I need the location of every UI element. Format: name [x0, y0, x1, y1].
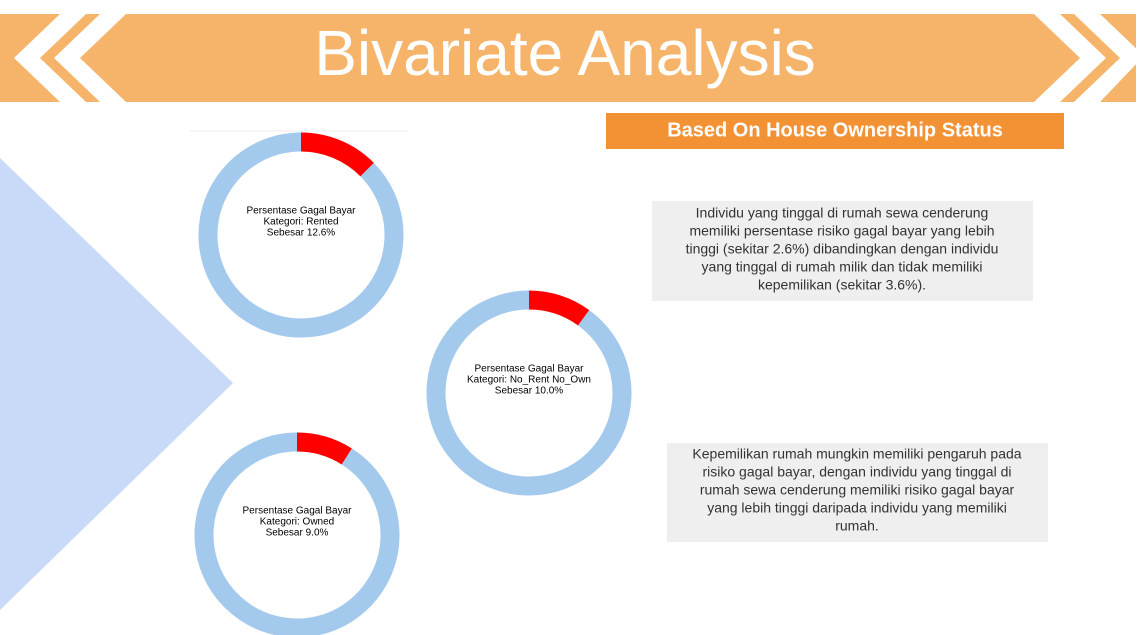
banner	[0, 14, 1136, 102]
decor-triangle	[0, 158, 233, 610]
note-text: memiliki persentase risiko gagal bayar y…	[689, 223, 994, 239]
subtitle: Based On House Ownership Status	[667, 119, 1003, 141]
center-label: Kategori: No_Rent No_Own	[467, 375, 591, 386]
donut-segment	[300, 132, 374, 177]
chevrons-right	[1034, 14, 1142, 102]
center-label: Persentase Gagal Bayar	[247, 206, 357, 217]
note-text: rumah.	[835, 518, 879, 534]
donut-segment	[528, 290, 590, 326]
donut-segment	[296, 432, 352, 465]
note-text: risiko gagal bayar, dengan individu yang…	[703, 464, 1012, 480]
donut-segment	[198, 132, 404, 338]
chevrons-left	[14, 14, 126, 102]
center-label: Sebesar 10.0%	[495, 386, 563, 397]
subtitle-box	[606, 113, 1064, 149]
note-box	[652, 201, 1033, 301]
center-label: Sebesar 12.6%	[267, 228, 335, 239]
donut-segment	[426, 290, 632, 496]
center-label: Kategori: Rented	[263, 217, 338, 228]
center-label: Sebesar 9.0%	[266, 528, 329, 539]
note-text: yang tinggal di rumah milik dan tidak me…	[702, 259, 983, 275]
center-label: Persentase Gagal Bayar	[475, 364, 585, 375]
title: Bivariate Analysis	[314, 17, 816, 89]
donut-segment	[194, 432, 400, 635]
center-label: Persentase Gagal Bayar	[243, 506, 353, 517]
note-text: tinggi (sekitar 2.6%) dibandingkan denga…	[686, 241, 999, 257]
center-label: Kategori: Owned	[260, 517, 335, 528]
note-text: rumah sewa cenderung memiliki risiko gag…	[700, 482, 1015, 498]
note-text: Kepemilikan rumah mungkin memiliki penga…	[692, 446, 1021, 462]
note-text: Individu yang tinggal di rumah sewa cend…	[696, 205, 989, 221]
note-text: yang lebih tinggi daripada individu yang…	[707, 500, 1007, 516]
note-box	[667, 443, 1048, 542]
note-text: kepemilikan (sekitar 3.6%).	[758, 277, 926, 293]
